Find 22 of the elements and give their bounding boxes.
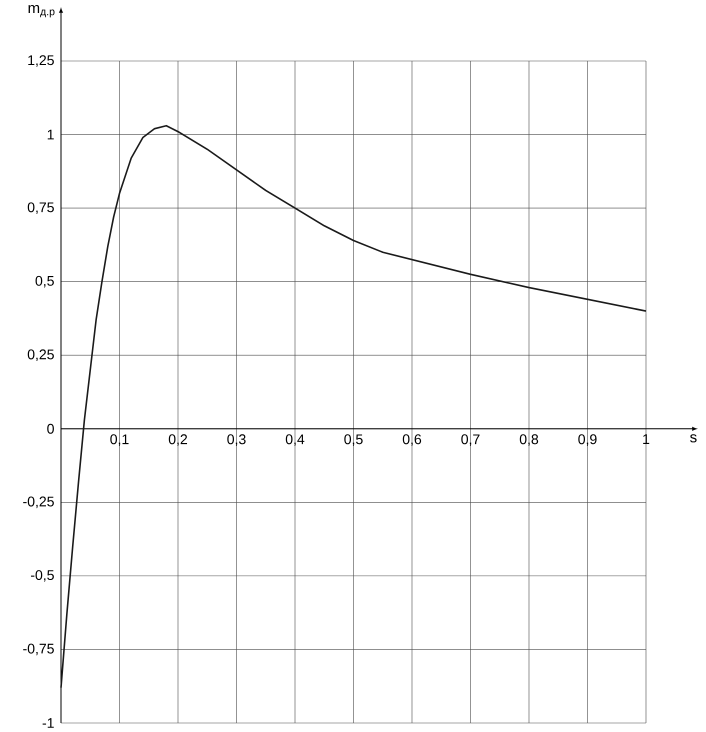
x-tick-label: 0,7 — [461, 434, 480, 446]
y-tick-label: 0,25 — [28, 349, 54, 361]
y-axis-title: m$_{д.р}$ — [28, 4, 55, 18]
x-axis-title: s — [690, 434, 697, 442]
x-tick-label: 0,8 — [520, 434, 538, 446]
y-tick-label: 0,75 — [28, 202, 54, 214]
y-tick-label: -0,5 — [30, 570, 54, 582]
y-tick-label: -0,25 — [23, 496, 54, 508]
x-tick-label: 0,3 — [227, 434, 246, 446]
y-tick-label: 1 — [48, 130, 54, 140]
x-tick-label: 0,4 — [286, 434, 304, 446]
y-tick-label: -1 — [42, 718, 54, 728]
x-tick-label: 0,2 — [168, 434, 188, 446]
y-tick-label: -0,75 — [23, 644, 54, 656]
y-tick-label: 0 — [47, 424, 54, 434]
y-tick-label: 1,25 — [28, 55, 54, 67]
x-tick-label: 0,1 — [110, 434, 129, 446]
y-tick-label: 0,5 — [36, 276, 54, 288]
x-tick-label: 1 — [643, 434, 650, 444]
x-tick-label: 0,5 — [344, 434, 363, 446]
x-tick-label: 0,9 — [578, 434, 597, 446]
x-tick-label: 0,6 — [402, 434, 422, 446]
